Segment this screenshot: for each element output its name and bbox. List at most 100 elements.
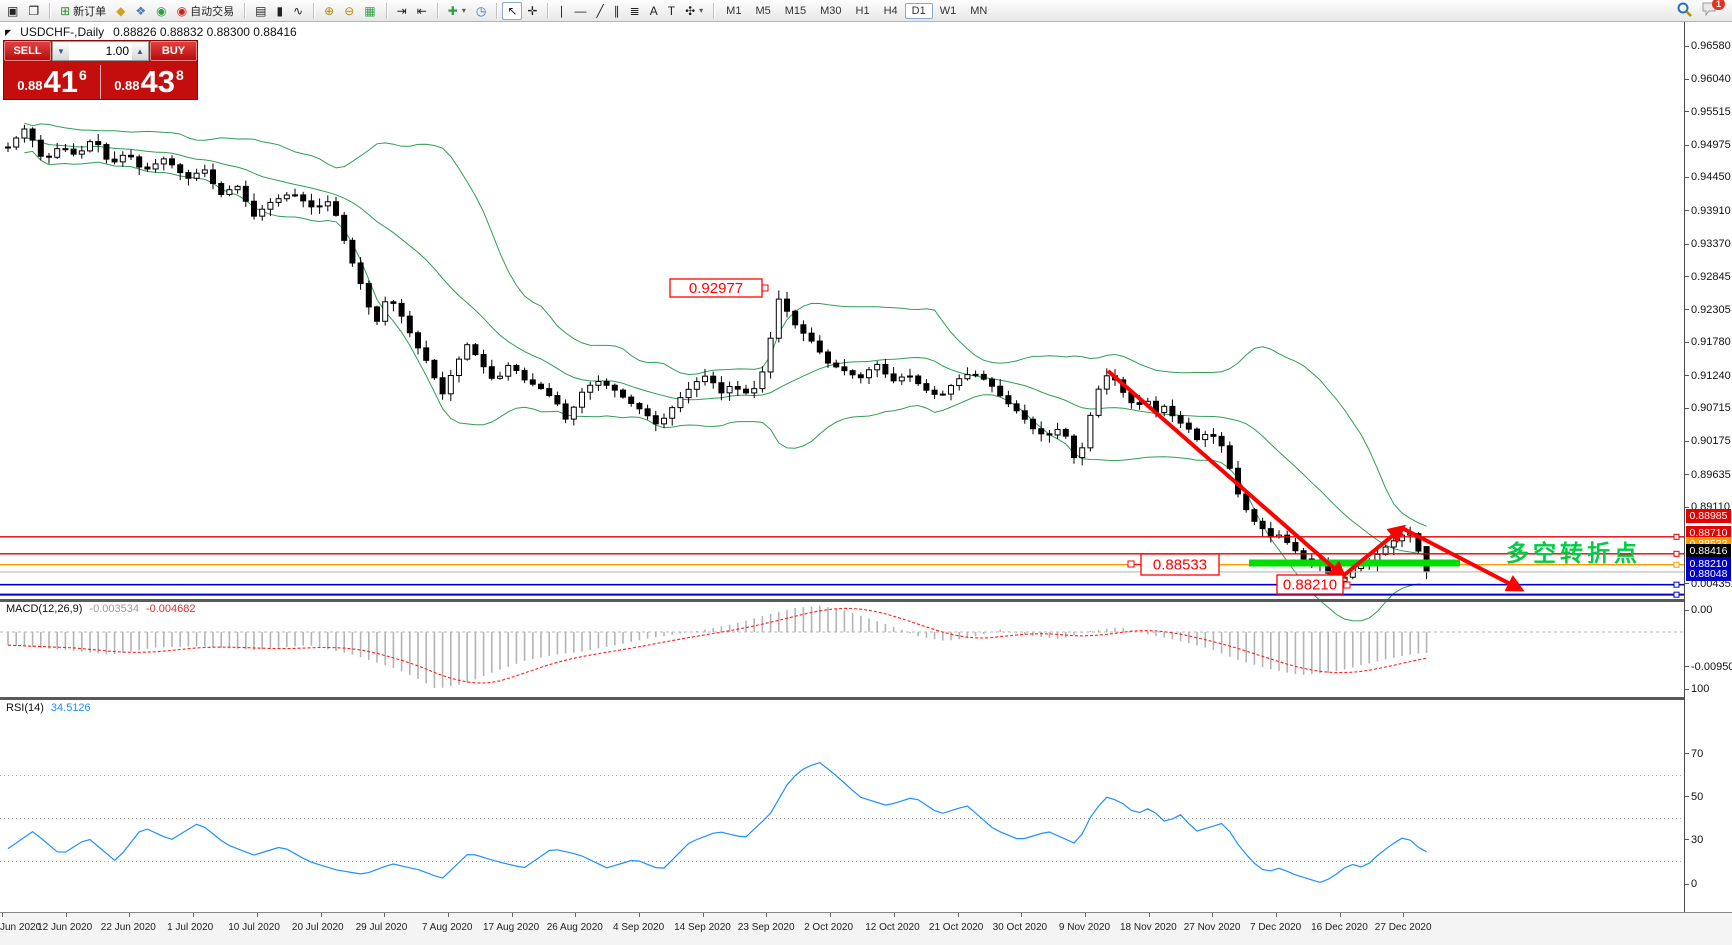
buy-price-big: 43 [140,64,175,99]
toolbar-profiles-button[interactable]: ❐ [23,2,44,20]
vertical-line-icon: ∣ [558,3,565,18]
auto-scroll-icon: ⇥ [396,3,407,18]
price-level-badge: 0.88416 [1686,543,1731,558]
strategy-tester-icon: ◉ [156,3,167,18]
date-tick [256,913,258,917]
scale-tick: 0.95515 [1685,106,1731,118]
price-scale[interactable]: 0.96580 0.96040 0.95515 0.94975 0.94450 0.939… [1685,21,1732,912]
toolbar-strategy-tester-button[interactable]: ◉ [151,2,171,20]
scale-tick: 0.004351 [1685,578,1732,590]
toolbar-candlestick-mode-button[interactable]: ▮ [271,2,288,20]
toolbar-separator [244,2,246,19]
trendline-icon: ╱ [596,3,604,18]
notification-badge: 1 [1711,0,1725,10]
macd-signal-value: -0.004682 [145,603,196,615]
zoom-in-icon: ⊕ [324,3,335,18]
scale-tick: 30 [1685,834,1703,846]
toolbar-auto-scroll-button[interactable]: ⇥ [392,2,412,20]
timeframe-m30-button[interactable]: M30 [820,4,842,17]
terminal-icon: ❖ [135,3,147,18]
buy-price-prefix: 0.88 [114,78,140,93]
zoom-out-icon: ⊖ [344,3,355,18]
volume-input[interactable] [69,42,132,60]
date-tick [2,913,3,917]
toolbar-arrows-button[interactable]: ✣ ▾ [680,2,708,20]
toolbar-chart-shift-button[interactable]: ⇤ [412,2,432,20]
toolbar-zoom-out-button[interactable]: ⊖ [339,2,359,20]
date-label: 4 Sep 2020 [613,922,665,933]
toolbar-trendline-button[interactable]: ╱ [591,2,608,20]
toolbar-bar-chart-mode-button[interactable]: ▤ [250,2,271,20]
toolbar-terminal-button[interactable]: ❖ [130,2,151,20]
volume-decrease-button[interactable]: ▼ [53,42,69,60]
notifications-icon[interactable]: 1 [1702,0,1725,19]
toolbar-line-chart-mode-button[interactable]: ∿ [288,2,308,20]
scale-tick: 0.96580 [1685,40,1731,52]
panel-separator[interactable] [0,697,1732,700]
toolbar-metaeditor-button[interactable]: ◆ [111,2,130,20]
date-tick [320,913,322,917]
timeframe-d1-button[interactable]: D1 [904,2,933,19]
support-highlight-bar[interactable] [1249,559,1460,567]
buy-button[interactable]: BUY [150,41,197,61]
date-label: 17 Aug 2020 [483,922,540,933]
trend-arrows[interactable] [1106,369,1525,592]
timeframe-m5-button[interactable]: M5 [755,4,771,17]
date-tick [766,913,768,917]
toolbar-cursor-button[interactable]: ↖ [502,1,523,20]
toolbar-autotrading-button[interactable]: ◉ 自动交易 [172,1,239,21]
toolbar-separator [313,2,315,19]
toolbar-zoom-in-button[interactable]: ⊕ [319,2,339,20]
toolbar-horizontal-line-button[interactable]: ― [569,2,591,20]
price-tag-labels[interactable]: 0.92977 0.88533 0.88210 [669,278,1351,595]
date-tick [575,913,577,917]
scale-tick: 0.93910 [1685,205,1731,217]
toolbar-text-label-button[interactable]: T [663,2,680,20]
date-label: 29 Jul 2020 [355,922,408,933]
panel-separator[interactable] [0,599,1732,602]
arrows-dropdown-icon[interactable]: ▾ [699,6,704,15]
toolbar-new-chart-button[interactable]: ▣ [2,2,23,20]
indicators-list-icon: ✚ [447,3,458,18]
timeframe-h4-button[interactable]: H4 [883,4,898,17]
date-label: 22 Jun 2020 [100,922,156,933]
date-axis[interactable]: Jun 2020 12 Jun 2020 22 Jun 2020 1 Jul 2020… [0,912,1732,945]
date-label: 23 Sep 2020 [737,922,795,933]
indicators-list-dropdown-icon[interactable]: ▾ [461,6,466,15]
sell-price[interactable]: 0.88 41 6 [4,64,100,99]
toolbar-equidistant-channel-button[interactable]: ∥ [609,2,625,20]
scale-tick: -0.009504 [1685,661,1732,673]
rsi-indicator [0,762,1684,884]
toolbar-tile-windows-button[interactable]: ▦ [359,2,380,20]
timeframe-m15-button[interactable]: M15 [784,4,807,17]
chart-canvas[interactable]: 0.92977 0.88533 0.88210 多空转折点 [0,21,1684,912]
date-tick [384,913,386,917]
one-click-trading-panel: SELL ▼ ▲ BUY 0.88 41 6 0.88 43 8 [3,40,198,100]
bollinger-bands [24,122,1427,622]
scale-tick: 0.94450 [1685,171,1731,183]
volume-increase-button[interactable]: ▲ [132,42,148,60]
rsi-label: RSI(14) 34.5126 [6,702,91,714]
toolbar-text-button[interactable]: A [645,2,663,20]
search-icon[interactable] [1677,2,1692,20]
sell-price-big: 41 [43,64,78,99]
date-tick [957,913,959,917]
timeframe-h1-button[interactable]: H1 [855,4,870,17]
toolbar-indicators-list-button[interactable]: ✚ ▾ [443,2,471,20]
sell-button[interactable]: SELL [4,41,51,61]
chart-title: USDCHF-,Daily [20,25,105,39]
timeframe-mn-button[interactable]: MN [970,4,988,17]
toolbar-periods-button[interactable]: ◷ [471,2,491,20]
buy-price[interactable]: 0.88 43 8 [101,64,197,99]
toolbar-separator [436,2,438,19]
timeframe-w1-button[interactable]: W1 [939,4,957,17]
timeframe-m1-button[interactable]: M1 [726,4,742,17]
toolbar-new-order-button[interactable]: ⊞ 新订单 [55,1,111,21]
toolbar-vertical-line-button[interactable]: ∣ [553,2,569,20]
toolbar-fibonacci-retracement-button[interactable]: ≣ [625,2,645,20]
scale-tick: 50 [1685,791,1703,803]
scale-tick: 0.90715 [1685,402,1731,414]
note-text[interactable]: 多空转折点 [1506,540,1641,566]
toolbar-crosshair-button[interactable]: ✛ [522,2,542,20]
